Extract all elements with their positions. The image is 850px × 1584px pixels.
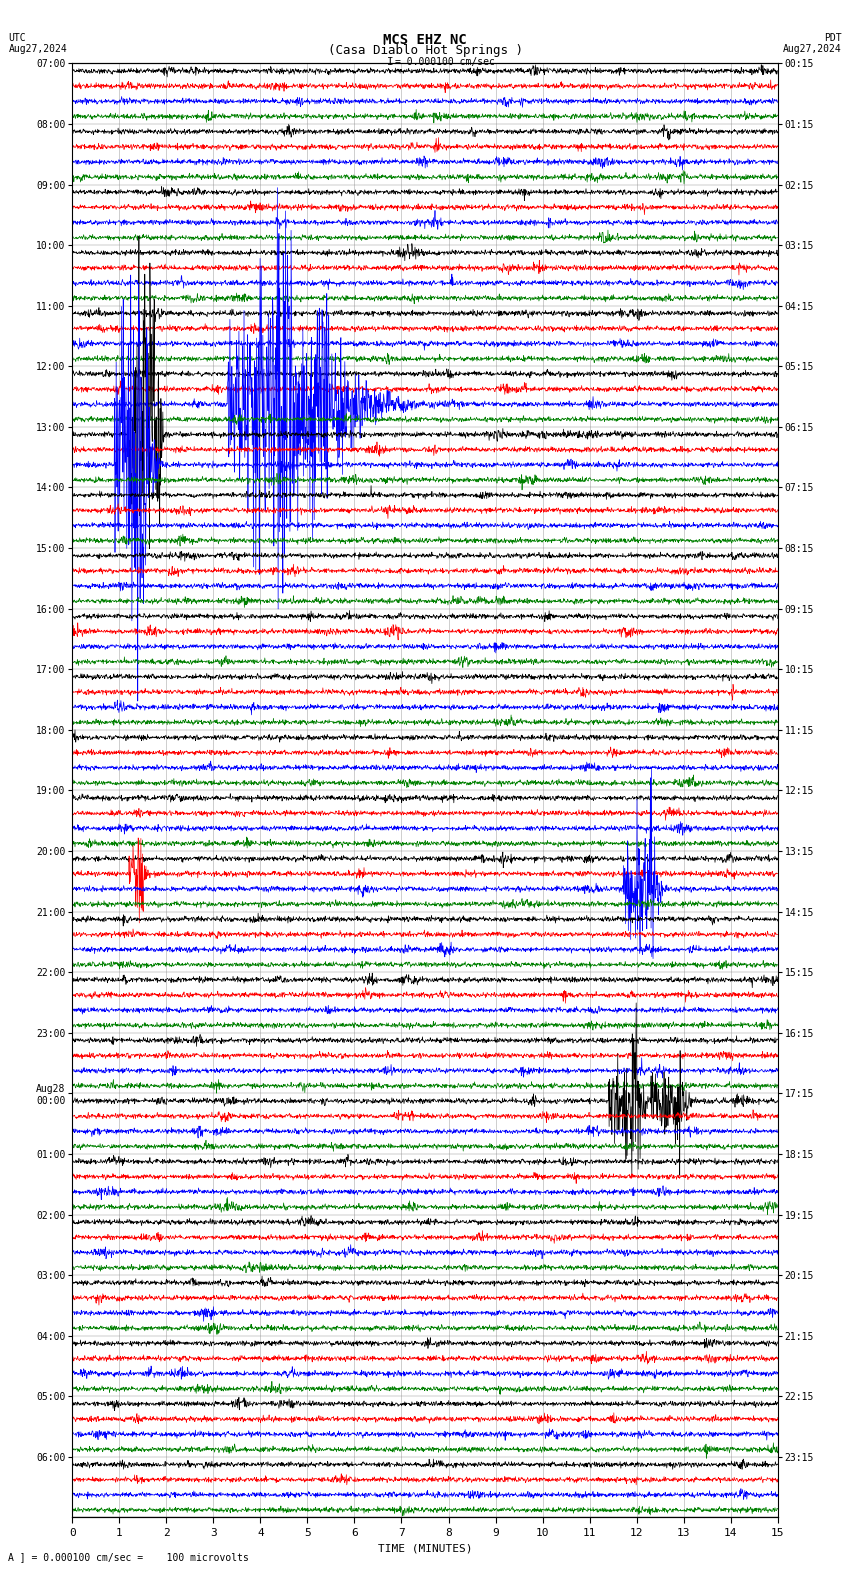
- Text: A ] = 0.000100 cm/sec =    100 microvolts: A ] = 0.000100 cm/sec = 100 microvolts: [8, 1552, 249, 1562]
- Text: (Casa Diablo Hot Springs ): (Casa Diablo Hot Springs ): [327, 44, 523, 57]
- Text: UTC: UTC: [8, 33, 26, 43]
- Text: MCS EHZ NC: MCS EHZ NC: [383, 33, 467, 48]
- Text: Aug27,2024: Aug27,2024: [783, 44, 842, 54]
- Text: I: I: [387, 57, 394, 67]
- Text: Aug27,2024: Aug27,2024: [8, 44, 67, 54]
- X-axis label: TIME (MINUTES): TIME (MINUTES): [377, 1543, 473, 1554]
- Text: = 0.000100 cm/sec: = 0.000100 cm/sec: [395, 57, 495, 67]
- Text: PDT: PDT: [824, 33, 842, 43]
